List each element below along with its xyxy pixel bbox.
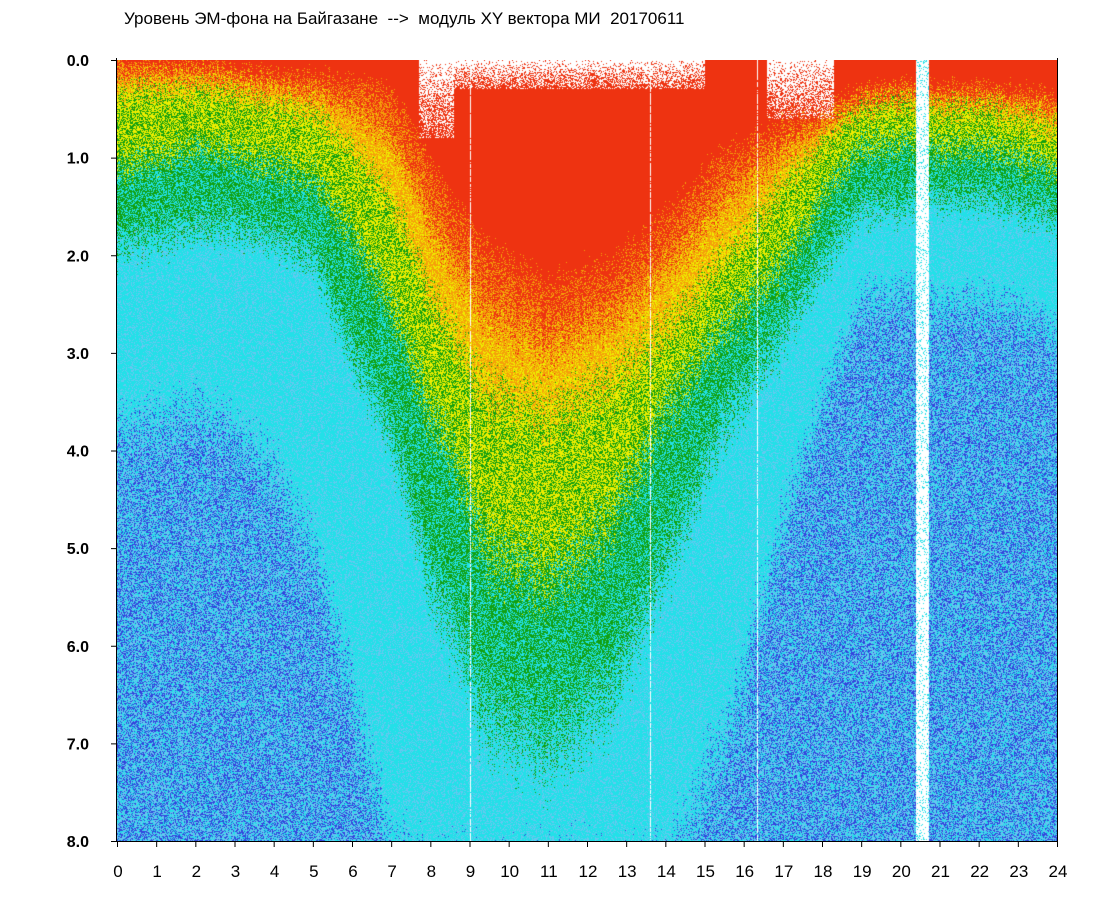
x-axis: 0 1 2 3 4 5 6 7 8 9 10 11 12 13 14 15 16 17 18 19 20 21 22 23 24 <box>113 841 1067 881</box>
x-tick-label: 7 <box>387 862 396 881</box>
x-tick-label: 17 <box>774 862 793 881</box>
x-tick-label: 2 <box>192 862 201 881</box>
y-tick-label: 4.0 <box>67 444 89 461</box>
y-tick-label: 5.0 <box>67 541 89 558</box>
x-tick-label: 19 <box>853 862 872 881</box>
x-tick-label: 5 <box>309 862 318 881</box>
x-tick-label: 6 <box>348 862 357 881</box>
x-tick-label: 15 <box>696 862 715 881</box>
x-tick-label: 24 <box>1049 862 1068 881</box>
y-tick-label: 0.0 <box>67 53 89 70</box>
x-tick-label: 9 <box>466 862 475 881</box>
heatmap-plot-area <box>117 60 1057 841</box>
x-tick-label: 16 <box>735 862 754 881</box>
x-tick-label: 18 <box>814 862 833 881</box>
x-tick-label: 8 <box>427 862 436 881</box>
x-tick-label: 21 <box>931 862 950 881</box>
x-tick-label: 11 <box>540 862 558 881</box>
x-tick-label: 20 <box>892 862 911 881</box>
y-axis: 0.0 1.0 2.0 3.0 4.0 5.0 6.0 7.0 8.0 <box>67 53 117 851</box>
x-tick-label: 23 <box>1009 862 1028 881</box>
chart-title: Уровень ЭМ-фона на Байгазане --> модуль … <box>124 9 685 28</box>
y-tick-label: 7.0 <box>67 736 89 753</box>
x-tick-label: 0 <box>113 862 122 881</box>
y-tick-label: 8.0 <box>67 834 89 851</box>
y-tick-label: 3.0 <box>67 346 89 363</box>
x-tick-label: 4 <box>270 862 279 881</box>
y-tick-label: 1.0 <box>67 151 89 168</box>
x-tick-label: 13 <box>618 862 637 881</box>
y-tick-label: 2.0 <box>67 248 89 265</box>
x-tick-label: 22 <box>970 862 989 881</box>
x-tick-label: 12 <box>579 862 598 881</box>
y-tick-label: 6.0 <box>67 639 89 656</box>
x-tick-label: 14 <box>657 862 676 881</box>
x-tick-label: 1 <box>152 862 161 881</box>
x-tick-label: 3 <box>231 862 240 881</box>
axis-lines <box>116 58 1058 842</box>
x-tick-label: 10 <box>500 862 519 881</box>
